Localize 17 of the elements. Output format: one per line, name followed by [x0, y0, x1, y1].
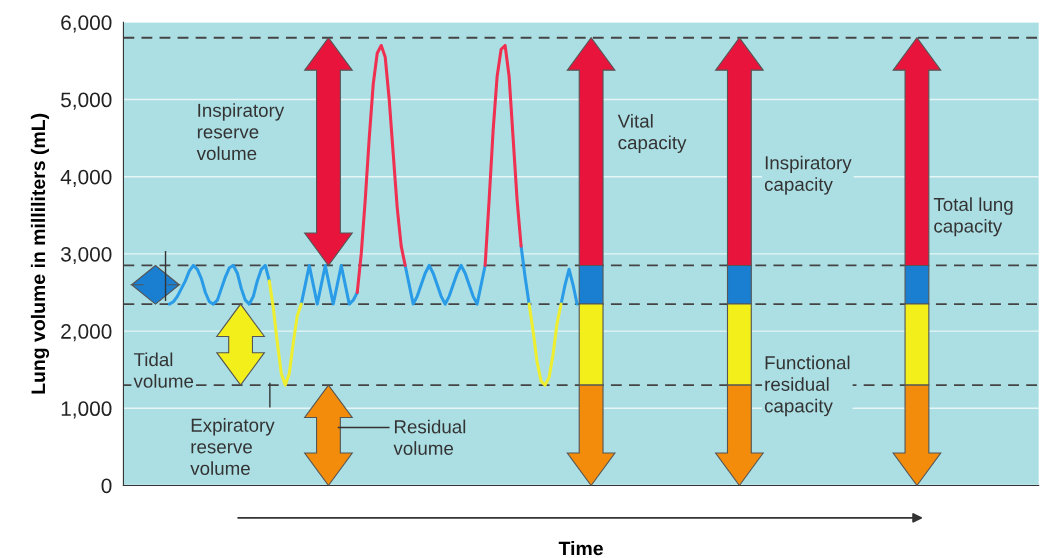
annotation: Functional residual capacity — [764, 355, 850, 417]
y-tick-label: 6,000 — [61, 15, 112, 33]
y-tick-label: 3,000 — [60, 246, 112, 265]
annotation: Total lung capacity — [933, 197, 1013, 237]
y-tick-label: 4,000 — [60, 169, 112, 187]
annotation: Expiratory reserve volume — [190, 418, 275, 475]
annotation: Inspiratory capacity — [764, 155, 852, 195]
x-axis-title: Time — [558, 541, 603, 556]
annotation: Residual volume — [393, 419, 466, 455]
y-tick-label: 1,000 — [61, 401, 112, 419]
y-tick-label: 2,000 — [61, 324, 112, 342]
annotation: Vital capacity — [617, 113, 687, 153]
y-tick-label: 5,000 — [61, 92, 112, 110]
y-axis-title: Lung volume in milliliters (mL) — [30, 113, 50, 394]
y-tick-label: 0 — [101, 478, 112, 494]
annotation: Tidal volume — [133, 352, 194, 388]
annotation: Inspiratory reserve volume — [196, 103, 285, 161]
